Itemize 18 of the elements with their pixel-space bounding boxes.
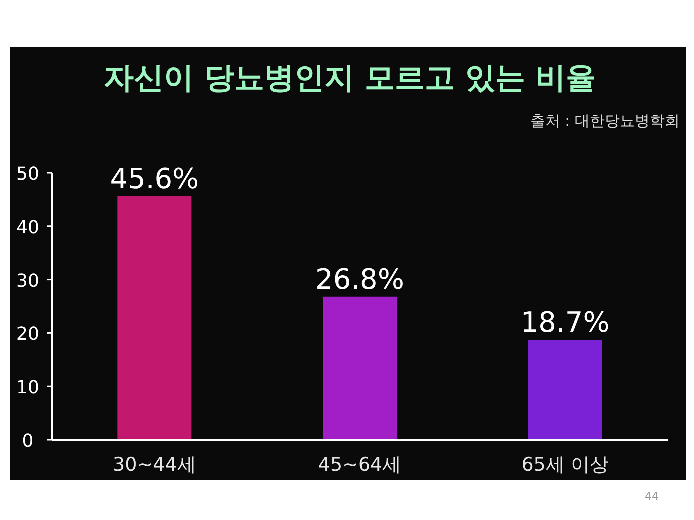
bar <box>323 296 397 440</box>
data-label: 18.7% <box>520 306 610 340</box>
y-tick-label: 50 <box>16 164 40 185</box>
y-tick-label: 10 <box>16 378 40 399</box>
chart-title: 자신이 당뇨병인지 모르고 있는 비율 <box>104 61 596 96</box>
y-tick-label: 30 <box>16 270 40 292</box>
bar <box>528 340 602 440</box>
y-tick-label: 0 <box>22 431 34 452</box>
x-tick-label: 30~44세 <box>113 454 196 476</box>
source-note: 출처 : 대한당뇨병학회 <box>530 112 680 130</box>
data-label: 26.8% <box>316 262 404 296</box>
data-label: 45.6% <box>110 162 200 196</box>
text: 44 <box>645 490 659 503</box>
y-tick-label: 20 <box>16 324 40 346</box>
y-tick-label: 40 <box>16 217 40 238</box>
x-tick-label: 65세 이상 <box>522 454 609 476</box>
bar <box>118 196 192 440</box>
x-tick-label: 45~64세 <box>318 454 402 476</box>
